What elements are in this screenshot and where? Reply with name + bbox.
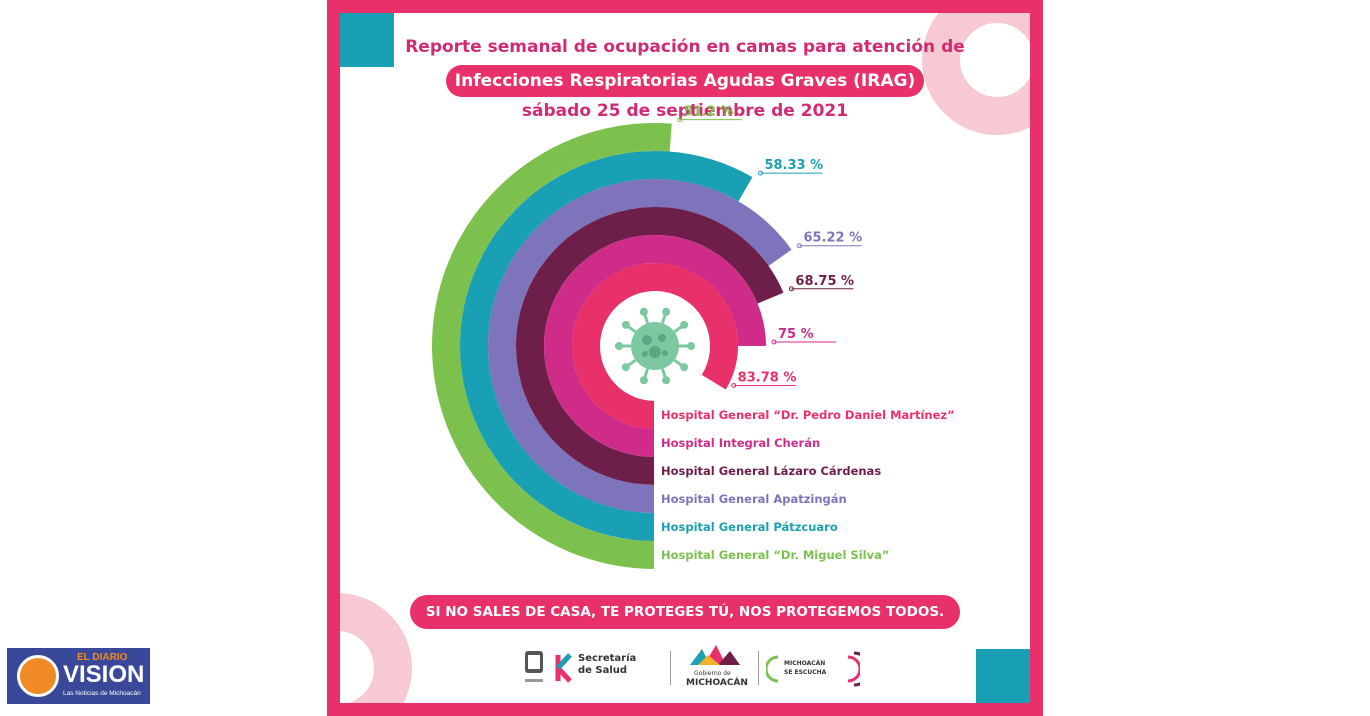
brand-line3: Las Noticias de Michoacán xyxy=(63,690,141,697)
pct-label-3: 68.75 % xyxy=(795,274,854,289)
virus-spike-tip xyxy=(680,320,689,329)
escucha-line1: MICHOACÁN xyxy=(784,660,826,667)
pct-label-6: 51.2 % xyxy=(684,105,734,120)
brand-line1: EL DIARIO xyxy=(77,652,128,663)
virus-icon xyxy=(615,307,695,385)
virus-spike-tip xyxy=(639,376,648,385)
salud-line1: Secretaría xyxy=(578,653,637,664)
pct-label-1: 83.78 % xyxy=(738,371,797,386)
logo-divider xyxy=(758,651,759,685)
virus-spike-tip xyxy=(680,363,689,372)
brand-circle-icon xyxy=(17,655,59,697)
pct-label-2: 75 % xyxy=(778,327,814,342)
hospital-label-3: Hospital General Lázaro Cárdenas xyxy=(661,464,881,478)
radial-bar-chart: Hospital General “Dr. Pedro Daniel Martí… xyxy=(432,105,955,570)
infographic-poster: Reporte semanal de ocupación en camas pa… xyxy=(327,0,1043,716)
poster-content: Reporte semanal de ocupación en camas pa… xyxy=(340,13,1030,703)
virus-spike-tip xyxy=(639,307,648,316)
report-title: Reporte semanal de ocupación en camas pa… xyxy=(405,37,965,57)
ring-bar-6 xyxy=(432,123,672,570)
el-diario-vision-logo: EL DIARIO VISION Las Noticias de Michoac… xyxy=(7,648,150,704)
brand-line2: VISION xyxy=(63,661,145,688)
state-seal-logo xyxy=(520,643,548,693)
hospital-label-5: Hospital General Pátzcuaro xyxy=(661,520,838,534)
ring-bar-5 xyxy=(460,151,753,541)
virus-spike-tip xyxy=(615,342,623,350)
pct-label-5: 58.33 % xyxy=(764,158,823,173)
virus-spot xyxy=(662,350,668,356)
virus-spike-tip xyxy=(662,376,671,385)
virus-spot xyxy=(649,346,661,358)
decor-ring-bottom-left xyxy=(340,593,412,703)
hospital-label-2: Hospital Integral Cherán xyxy=(661,436,820,450)
virus-spike-tip xyxy=(662,307,671,316)
virus-spot xyxy=(642,335,652,345)
gobierno-michoacan-logo: Gobierno de MICHOACÁN xyxy=(680,643,750,693)
michoacan-se-escucha-logo: MICHOACÁN SE ESCUCHA xyxy=(766,643,860,693)
salud-line2: de Salud xyxy=(578,665,628,676)
escucha-line2: SE ESCUCHA xyxy=(784,669,827,676)
hospital-label-6: Hospital General “Dr. Miguel Silva” xyxy=(661,548,889,562)
slogan-banner: SI NO SALES DE CASA, TE PROTEGES TÚ, NOS… xyxy=(410,595,960,629)
logo-divider xyxy=(670,651,671,685)
gobierno-line1: Gobierno de xyxy=(694,670,731,677)
ring-bar-1 xyxy=(572,262,738,429)
hospital-label-4: Hospital General Apatzingán xyxy=(661,492,847,506)
pct-label-4: 65.22 % xyxy=(803,231,862,246)
decor-square-bottom-right xyxy=(976,649,1030,703)
hospital-label-1: Hospital General “Dr. Pedro Daniel Martí… xyxy=(661,408,955,422)
secretaria-salud-logo: Secretaría de Salud xyxy=(554,643,664,693)
virus-spot xyxy=(642,351,648,357)
virus-spot xyxy=(658,334,666,342)
virus-spike-tip xyxy=(621,363,630,372)
report-subtitle-pill: Infecciones Respiratorias Agudas Graves … xyxy=(446,65,924,97)
virus-spike-tip xyxy=(621,320,630,329)
decor-square-top-left xyxy=(340,13,394,67)
report-date: sábado 25 de septiembre de 2021 xyxy=(521,101,849,121)
virus-spike-tip xyxy=(687,342,695,350)
logos-strip: Secretaría de Salud Gobierno de MICHOACÁ… xyxy=(520,643,860,693)
gobierno-line2: MICHOACÁN xyxy=(686,678,748,688)
